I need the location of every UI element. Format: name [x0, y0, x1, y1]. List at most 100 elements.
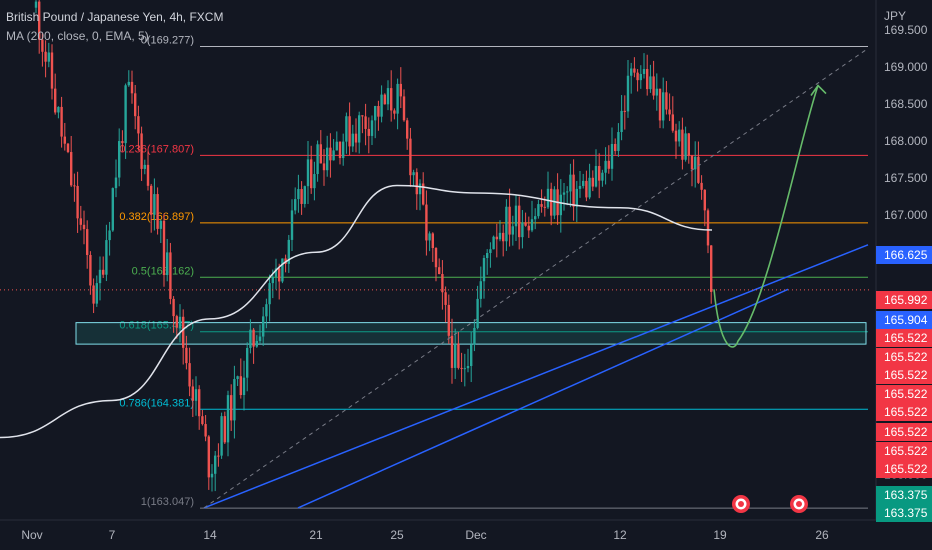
event-marker-19[interactable]: [732, 495, 750, 513]
price-badge-value: 165.992: [884, 293, 928, 307]
candle-body: [140, 133, 143, 169]
trend-channel[interactable]: [0, 48, 870, 509]
price-badge[interactable]: 165.904: [876, 311, 932, 329]
candle-body: [278, 268, 281, 282]
price-badge-bg: [876, 246, 932, 264]
candle: [255, 335, 258, 348]
price-tick: 168.000: [884, 134, 928, 148]
candle: [351, 124, 354, 152]
event-markers[interactable]: [732, 495, 808, 513]
price-badge-value: 163.375: [884, 488, 928, 502]
candle-body: [521, 222, 524, 238]
candle: [217, 443, 220, 467]
price-badge-bg: [876, 423, 932, 441]
price-badge[interactable]: 165.522: [876, 460, 932, 478]
projection-arrowhead[interactable]: [810, 84, 827, 96]
candle-body: [239, 376, 242, 396]
price-badge[interactable]: 165.522: [876, 385, 932, 403]
candle-body: [518, 205, 521, 238]
price-badge[interactable]: 165.522: [876, 366, 932, 384]
candle: [358, 111, 361, 154]
price-badge[interactable]: 165.522: [876, 403, 932, 421]
fib-label-0.236: 0.236(167.807): [119, 143, 194, 155]
candle: [434, 247, 438, 282]
candle: [671, 96, 674, 133]
candle: [230, 384, 233, 431]
candle: [326, 135, 329, 177]
candle: [428, 231, 431, 252]
candle-body: [130, 81, 134, 94]
candle-body: [585, 180, 588, 198]
candle: [335, 131, 338, 151]
candle-body: [303, 186, 306, 204]
candle-body: [559, 194, 562, 216]
candle: [511, 215, 514, 246]
candle: [697, 141, 700, 184]
candle-body: [383, 94, 386, 105]
time-axis[interactable]: Nov 7 14 21 25 Dec 12 19 26: [0, 519, 876, 550]
indicator-legend[interactable]: MA (200, close, 0, EMA, 5): [6, 29, 149, 43]
price-badge[interactable]: 165.522: [876, 348, 932, 366]
dashed-trend-line[interactable]: [203, 48, 869, 509]
candle-body: [89, 254, 92, 286]
price-badge[interactable]: 163.375: [876, 486, 932, 504]
price-badge[interactable]: 166.625: [876, 246, 932, 264]
candle: [527, 216, 530, 238]
candle: [118, 128, 121, 187]
candle-body: [217, 455, 220, 457]
candle: [332, 139, 335, 161]
projection-arrow[interactable]: [713, 84, 827, 348]
candle: [617, 123, 620, 157]
fib-retracement[interactable]: 0(169.277)0.236(167.807)0.382(166.897)0.…: [119, 34, 868, 509]
candle-body: [82, 224, 86, 230]
price-badge[interactable]: 165.522: [876, 329, 932, 347]
candle: [447, 294, 450, 344]
price-badge-bg: [876, 486, 932, 504]
time-tick-21: 21: [309, 528, 323, 542]
candle: [393, 108, 396, 120]
candle-body: [233, 379, 236, 421]
price-badge[interactable]: 165.522: [876, 423, 932, 441]
candle: [681, 117, 684, 170]
candle-body: [76, 185, 79, 219]
candle-body: [313, 174, 316, 189]
candle: [124, 83, 127, 159]
candle: [422, 172, 425, 206]
candle: [252, 327, 255, 364]
candle-body: [310, 159, 313, 189]
price-badge[interactable]: 165.992: [876, 291, 932, 309]
candle-body: [687, 133, 690, 156]
upper-channel-line[interactable]: [203, 244, 869, 509]
candle-body: [297, 189, 300, 200]
candle: [492, 235, 495, 250]
candle-body: [396, 83, 399, 114]
price-badge[interactable]: 163.375: [876, 504, 932, 522]
candle-body: [470, 344, 473, 367]
candle: [44, 40, 47, 78]
candle-body: [262, 316, 265, 337]
price-badge[interactable]: 165.522: [876, 442, 932, 460]
candle: [450, 318, 454, 384]
event-marker-26[interactable]: [790, 495, 808, 513]
candle: [460, 352, 463, 382]
chart-title: British Pound / Japanese Yen, 4h, FXCM: [6, 10, 224, 24]
candle-body: [460, 367, 463, 369]
candle: [665, 81, 668, 115]
candle-body: [434, 247, 438, 268]
projection-curve[interactable]: [713, 85, 819, 348]
candle: [514, 194, 518, 242]
candle: [466, 348, 470, 373]
candle: [54, 73, 57, 115]
candle-body: [41, 39, 44, 52]
lower-channel-line[interactable]: [297, 288, 789, 509]
candle-body: [630, 68, 633, 76]
candle: [175, 314, 178, 339]
time-tick-7: 7: [109, 528, 116, 542]
price-badge-value: 165.522: [884, 387, 928, 401]
candle: [268, 274, 271, 322]
candle-body: [674, 130, 678, 142]
candle: [201, 409, 204, 426]
candle: [598, 153, 601, 199]
